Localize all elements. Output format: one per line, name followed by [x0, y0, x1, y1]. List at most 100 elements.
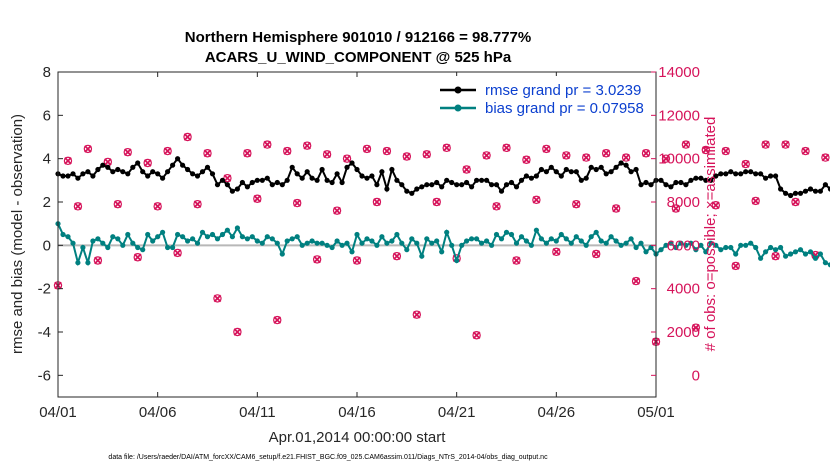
bias-point	[588, 234, 594, 240]
rmse-point	[224, 182, 230, 188]
rmse-point	[329, 179, 335, 186]
bias-point	[314, 240, 320, 246]
obs-possible-marker	[532, 195, 541, 205]
obs-count-point	[83, 144, 93, 154]
bias-point	[743, 242, 749, 248]
obs-count-point	[711, 201, 721, 210]
bias-point	[374, 242, 380, 248]
rmse-point	[204, 164, 211, 170]
obs-assimilated-marker	[602, 149, 611, 158]
rmse-point	[763, 175, 769, 181]
rmse-point	[130, 164, 136, 170]
y-left-tick-label: 8	[43, 64, 51, 81]
y-left-tick-label: 0	[43, 237, 51, 254]
rmse-point	[379, 169, 385, 175]
rmse-point	[190, 171, 196, 177]
x-tick-label: 05/01	[637, 404, 675, 421]
obs-assimilated-marker	[64, 156, 72, 165]
obs-assimilated-marker	[761, 140, 770, 149]
rmse-point	[289, 164, 295, 170]
obs-assimilated-marker	[562, 151, 571, 160]
obs-assimilated-marker	[532, 195, 541, 204]
bias-point	[199, 229, 206, 235]
obs-assimilated-marker	[343, 154, 351, 163]
obs-possible-marker	[193, 199, 202, 209]
obs-assimilated-marker	[482, 151, 491, 160]
obs-count-point	[522, 155, 531, 164]
rmse-point	[414, 186, 420, 192]
bias-point	[563, 236, 569, 242]
bias-point	[434, 238, 440, 244]
obs-count-point	[552, 247, 561, 257]
obs-assimilated-marker	[751, 197, 760, 205]
obs-assimilated-marker	[701, 146, 710, 154]
bias-point	[713, 242, 719, 248]
rmse-point	[618, 160, 624, 166]
bias-point	[778, 244, 784, 251]
bias-point	[224, 227, 230, 233]
bias-point	[528, 242, 535, 248]
rmse-point	[324, 177, 330, 183]
rmse-point	[110, 169, 116, 175]
obs-possible-marker	[63, 156, 73, 166]
rmse-point	[334, 171, 340, 177]
bias-point	[90, 238, 96, 244]
obs-possible-marker	[502, 143, 511, 153]
bias-point	[329, 244, 335, 251]
bias-point	[758, 255, 764, 261]
obs-assimilated-marker	[592, 250, 601, 258]
bias-point	[469, 236, 475, 242]
bias-point	[165, 244, 171, 251]
obs-count-point	[193, 199, 202, 209]
bias-point	[219, 231, 226, 238]
obs-count-point	[601, 149, 611, 158]
bias-point	[608, 234, 614, 240]
bias-point	[489, 242, 495, 248]
rmse-point	[234, 186, 240, 192]
obs-assimilated-marker	[442, 143, 451, 152]
bias-point	[244, 236, 250, 242]
obs-possible-marker	[83, 144, 93, 154]
bias-point	[523, 238, 530, 244]
y-right-tick-label: 14000	[658, 64, 700, 81]
obs-possible-marker	[641, 149, 651, 158]
bias-point	[209, 231, 216, 238]
rmse-point	[259, 177, 265, 183]
obs-assimilated-marker	[94, 256, 102, 265]
bias-point	[95, 236, 101, 242]
bias-point	[484, 238, 490, 244]
obs-assimilated-marker	[373, 198, 381, 206]
bias-point	[822, 260, 829, 266]
y-right-tick-label: 8000	[667, 194, 700, 211]
obs-assimilated-marker	[572, 200, 581, 209]
obs-assimilated-marker	[393, 252, 401, 261]
obs-count-point	[243, 149, 252, 158]
rmse-point	[135, 160, 141, 166]
bias-point	[633, 244, 639, 251]
rmse-point	[708, 177, 714, 183]
rmse-point	[533, 173, 540, 179]
obs-count-point	[342, 154, 352, 163]
bias-point	[763, 249, 769, 255]
rmse-point	[748, 169, 754, 175]
obs-assimilated-marker	[552, 247, 561, 256]
data-file-footnote: data file: /Users/raeder/DAI/ATM_forcXX/…	[108, 454, 548, 461]
obs-possible-marker	[322, 150, 332, 159]
obs-possible-marker	[273, 315, 282, 325]
bias-point	[369, 238, 375, 244]
obs-assimilated-marker	[233, 328, 242, 336]
x-tick-label: 04/01	[39, 404, 77, 421]
x-tick-label: 04/16	[338, 404, 376, 421]
obs-assimilated-marker	[363, 145, 371, 153]
rmse-point	[359, 173, 365, 179]
obs-possible-marker	[721, 146, 730, 156]
rmse-point	[244, 184, 250, 190]
obs-assimilated-marker	[203, 149, 212, 158]
y-left-tick-label: -6	[38, 367, 51, 384]
rmse-point	[229, 188, 235, 194]
rmse-point	[713, 173, 719, 179]
obs-count-point	[233, 327, 242, 337]
obs-possible-marker	[243, 149, 252, 158]
obs-possible-marker	[791, 197, 800, 207]
obs-assimilated-marker	[412, 310, 421, 319]
